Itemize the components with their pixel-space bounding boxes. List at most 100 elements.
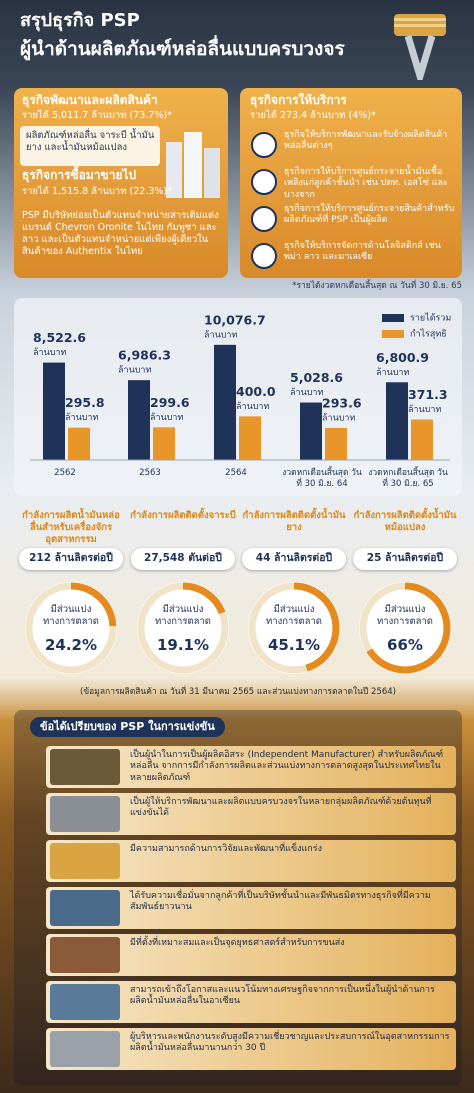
subtitle: ผู้นำด้านผลิตภัณฑ์หล่อลื่นแบบครบวงจร [20,38,345,60]
value-label: 400.0 [236,384,276,399]
capacity-title: กำลังการผลิตติดตั้งจาระบี [130,510,236,521]
revenue: รายได้ 1,515.8 ล้านบาท (22.3%)* [22,186,172,197]
section-title: ธุรกิจพัฒนาและผลิตสินค้า [22,93,158,107]
unit-label: ล้านบาท [33,347,66,358]
advantage-image [50,796,120,832]
legend-swatch [382,314,404,322]
capacity-value: 212 ล้านลิตรต่อปี [19,548,123,570]
advantage-image [50,749,120,785]
ring-bg [248,582,340,674]
footnote: *รายได้งวดหกเดือนสิ้นสุด ณ วันที่ 30 มิ.… [292,281,462,291]
desc-panel [20,126,160,166]
share-caption: มีส่วนแบ่งทางการตลาด [43,604,99,627]
unit-label: ล้านบาท [150,412,183,423]
value-label: 371.3 [408,387,448,402]
service-item: ธุรกิจให้บริการจัดการด้านโลจิสติกส์ เช่น… [284,241,441,263]
legend-label: กำไรสุทธิ [410,329,447,340]
ring-bg [25,582,117,674]
x-tick-label: 2564 [225,468,247,478]
bar [43,362,65,460]
advantage-image [50,984,120,1020]
service-icon [251,243,277,269]
advantage-text: เป็นผู้ให้บริการพัฒนาและผลิตแบบครบวงจรใน… [130,797,432,819]
legend-swatch [382,330,404,338]
value-label: 295.8 [65,395,105,410]
unit-label: ล้านบาท [118,365,151,376]
share-caption: มีส่วนแบ่งทางการตลาด [266,604,322,627]
title: สรุปธุรกิจ PSP [20,10,140,31]
legend-label: รายได้รวม [410,313,451,324]
service-item: ธุรกิจให้บริการพัฒนาและรับจ้างผลิตสินค้า… [284,130,448,152]
value-label: 6,800.9 [376,350,429,365]
unit-label: ล้านบาท [65,412,98,423]
advantage-image [50,843,120,879]
capacity-value: 44 ล้านลิตรต่อปี [242,548,346,570]
ring-arc [359,582,451,674]
services-box [240,88,462,278]
unit-label: ล้านบาท [322,412,355,423]
value-label: 293.6 [322,395,362,410]
unit-label: ล้านบาท [376,367,409,378]
value-label: 6,986.3 [118,348,171,363]
advantage-text: เป็นผู้นำในการเป็นผู้ผลิตอิสระ (Independ… [130,750,444,783]
advantage-text: ได้รับความเชื่อมั่นจากลูกค้าที่เป็นบริษั… [130,891,431,913]
service-item: ธุรกิจการให้บริการศูนย์กระจายน้ำมันเชื้อ… [284,167,448,200]
value-label: 10,076.7 [204,312,266,327]
section-title: ธุรกิจการให้บริการ [250,93,347,107]
share-caption: มีส่วนแบ่งทางการตลาด [155,604,211,627]
value-label: 299.6 [150,395,190,410]
bar [325,427,347,460]
x-tick-label: 2563 [139,468,161,478]
advantage-text: มีที่ตั้งที่เหมาะสมและเป็นจุดยุทธศาสตร์ส… [130,938,345,948]
share-value: 66% [387,636,423,654]
x-tick-label: งวดหกเดือนสิ้นสุด วันที่ 30 มิ.ย. 65 [368,468,448,489]
advantage-image [50,1031,120,1067]
service-icon [251,206,277,232]
note: (ข้อมูลการผลิตสินค้า ณ วันที่ 31 มีนาคม … [80,687,396,697]
ring-bg [359,582,451,674]
x-tick-label: งวดหกเดือนสิ้นสุด วันที่ 30 มิ.ย. 64 [282,468,362,489]
chart: 8,522.6 ล้านบาท 6,986.3 ล้านบาท 10,076.7 ล้าน… [30,312,451,461]
revenue: รายได้ 273.4 ล้านบาท (4%)* [250,110,376,121]
unit-label: ล้านบาท [290,387,323,398]
bar [386,382,408,460]
value-label: 8,522.6 [33,330,86,345]
advantages-title: ข้อได้เปรียบของ PSP ในการแข่งขัน [30,717,225,737]
value-label: 5,028.6 [290,370,343,385]
advantage-image [50,890,120,926]
unit-label: ล้านบาท [236,401,269,412]
capacity-value: 27,548 ตันต่อปี [131,548,235,570]
ring-arc [248,582,340,674]
share-caption: มีส่วนแบ่งทางการตลาด [377,604,433,627]
bar [153,427,175,460]
service-item: ธุรกิจการให้บริการศูนย์กระจายสินค้าสำหรั… [284,204,455,226]
unit-label: ล้านบาท [204,329,237,340]
capacity-title: กำลังการผลิตติดตั้งน้ำมันยาง [242,510,346,533]
piston-icon [394,14,446,80]
ring-bg [137,582,229,674]
advantage-text: สามารถเข้าถึงโอกาสและแนวโน้มทางเศรษฐกิจจ… [130,985,435,1007]
capacity-title: กำลังการผลิตติดตั้งน้ำมันหม้อแปลง [353,510,457,533]
bar [300,402,322,460]
bar [214,344,236,460]
unit-label: ล้านบาท [408,404,441,415]
description: ผลิตภัณฑ์หล่อลื่น จาระบี น้ำมันยาง และน้… [26,130,155,153]
revenue: รายได้ 5,011.7 ล้านบาท (73.7%)* [22,110,172,121]
section-title: ธุรกิจการซื้อมาขายไป [22,168,137,182]
bar [128,380,150,460]
bar [411,419,433,460]
advantage-text: มีความสามารถด้านการวิจัยและพัฒนาที่แข็งแ… [130,844,322,854]
advantage-text: ผู้บริหารและพนักงานระดับสูงมีความเชี่ยวช… [130,1032,450,1054]
bar [68,427,90,460]
capacity-value: 25 ล้านลิตรต่อปี [353,548,457,570]
description: PSP มีบริษัทย่อยเป็นตัวแทนจำหน่ายสารเติม… [22,210,219,257]
tanks-image [166,132,220,198]
service-icon [251,169,277,195]
ring-arc [137,582,229,674]
share-value: 19.1% [156,636,210,654]
ring-arc [25,582,117,674]
bar [239,416,261,460]
service-icon [251,132,277,158]
share-value: 45.1% [267,636,321,654]
